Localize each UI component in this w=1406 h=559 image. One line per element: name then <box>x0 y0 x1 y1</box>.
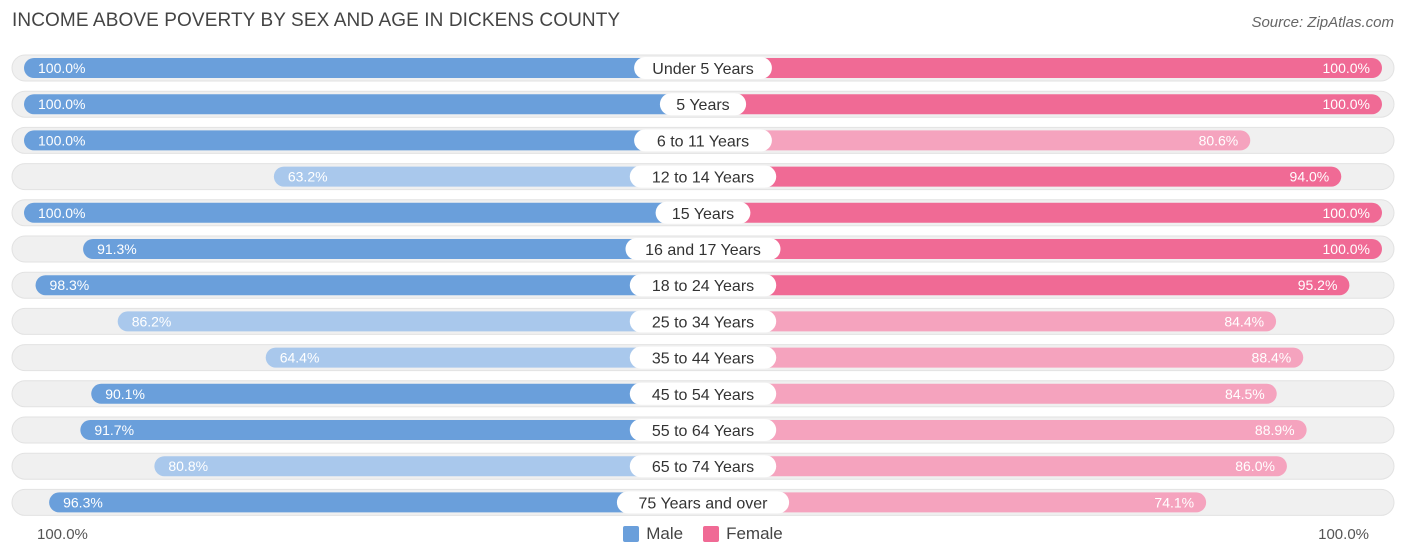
category-pill <box>629 455 777 478</box>
female-bar <box>703 420 1307 440</box>
category-pill <box>629 310 777 333</box>
male-value-label: 98.3% <box>50 277 90 293</box>
female-value-label: 100.0% <box>1323 60 1370 76</box>
category-label: 16 and 17 Years <box>645 242 761 259</box>
female-bar <box>703 130 1251 151</box>
female-value-label: 95.2% <box>1298 277 1338 293</box>
male-bar <box>24 130 703 151</box>
female-bar <box>703 456 1287 477</box>
male-bar <box>117 311 703 332</box>
male-value-label: 90.1% <box>105 386 145 402</box>
category-pill <box>634 129 772 152</box>
male-value-label: 64.4% <box>280 350 320 366</box>
male-value-label: 91.3% <box>97 241 137 257</box>
legend: Male Female <box>0 524 1406 544</box>
female-value-label: 88.4% <box>1252 350 1292 366</box>
source-label: Source: ZipAtlas.com <box>1251 14 1394 31</box>
category-label: 65 to 74 Years <box>652 459 754 476</box>
female-value-label: 100.0% <box>1323 205 1370 221</box>
chart-area: 100.0% 100.0% Under 5 Years 100.0% 100.0% 5 Y… <box>11 54 1395 516</box>
female-bar <box>703 166 1342 187</box>
legend-label-male: Male <box>646 524 684 543</box>
legend-label-female: Female <box>726 524 783 543</box>
female-value-label: 74.1% <box>1154 494 1194 510</box>
male-value-label: 63.2% <box>288 169 328 185</box>
female-bar <box>703 492 1207 513</box>
male-bar <box>24 94 703 115</box>
category-label: 15 Years <box>672 206 734 223</box>
legend-item-male: Male <box>623 524 683 544</box>
female-value-label: 100.0% <box>1323 96 1370 112</box>
male-value-label: 96.3% <box>63 494 103 510</box>
female-value-label: 84.4% <box>1224 313 1264 329</box>
legend-swatch-male <box>623 526 640 542</box>
female-bar <box>703 202 1382 223</box>
female-bar <box>703 58 1382 78</box>
category-label: 18 to 24 Years <box>652 278 754 295</box>
female-bar <box>703 347 1304 368</box>
male-value-label: 86.2% <box>132 313 172 329</box>
male-bar <box>83 239 703 259</box>
female-value-label: 88.9% <box>1255 422 1295 438</box>
category-label: 55 to 64 Years <box>652 423 754 440</box>
category-pill <box>634 57 772 79</box>
female-value-label: 84.5% <box>1225 386 1265 402</box>
male-bar <box>273 166 703 187</box>
female-bar <box>703 311 1277 332</box>
category-label: 25 to 34 Years <box>652 314 754 331</box>
category-label: 75 Years and over <box>639 495 769 512</box>
female-bar <box>703 275 1350 296</box>
male-value-label: 100.0% <box>38 96 85 112</box>
male-bar <box>24 58 703 78</box>
male-bar <box>80 420 704 440</box>
axis-right-label: 100.0% <box>1318 526 1369 543</box>
legend-swatch-female <box>703 526 720 542</box>
category-pill <box>616 491 790 514</box>
category-pill <box>629 274 777 297</box>
category-pill <box>659 93 747 116</box>
male-bar <box>91 383 703 404</box>
category-label: 12 to 14 Years <box>652 170 754 187</box>
female-value-label: 86.0% <box>1235 458 1275 474</box>
category-label: Under 5 Years <box>652 61 753 78</box>
female-bar <box>703 94 1382 115</box>
male-bar <box>265 347 703 368</box>
category-pill <box>629 419 777 441</box>
male-bar <box>154 456 704 477</box>
female-value-label: 94.0% <box>1290 169 1330 185</box>
male-value-label: 100.0% <box>38 205 85 221</box>
male-bar <box>35 275 704 296</box>
category-label: 35 to 44 Years <box>652 351 754 368</box>
female-bar <box>703 383 1277 404</box>
female-value-label: 100.0% <box>1323 241 1370 257</box>
category-label: 6 to 11 Years <box>657 133 749 150</box>
category-pill <box>655 201 751 224</box>
male-value-label: 80.8% <box>168 458 208 474</box>
female-value-label: 80.6% <box>1199 132 1239 148</box>
axis-left-label: 100.0% <box>37 526 88 543</box>
male-value-label: 100.0% <box>38 60 85 76</box>
male-value-label: 100.0% <box>38 132 85 148</box>
chart-title: INCOME ABOVE POVERTY BY SEX AND AGE IN D… <box>12 10 621 31</box>
category-label: 45 to 54 Years <box>652 387 754 404</box>
male-bar <box>24 202 703 223</box>
male-bar <box>49 492 704 513</box>
category-pill <box>625 238 781 260</box>
female-bar <box>703 239 1382 259</box>
legend-item-female: Female <box>703 524 783 544</box>
male-value-label: 91.7% <box>94 422 134 438</box>
category-label: 5 Years <box>676 97 729 114</box>
category-pill <box>629 165 777 188</box>
category-pill <box>629 346 777 369</box>
category-pill <box>629 382 777 405</box>
